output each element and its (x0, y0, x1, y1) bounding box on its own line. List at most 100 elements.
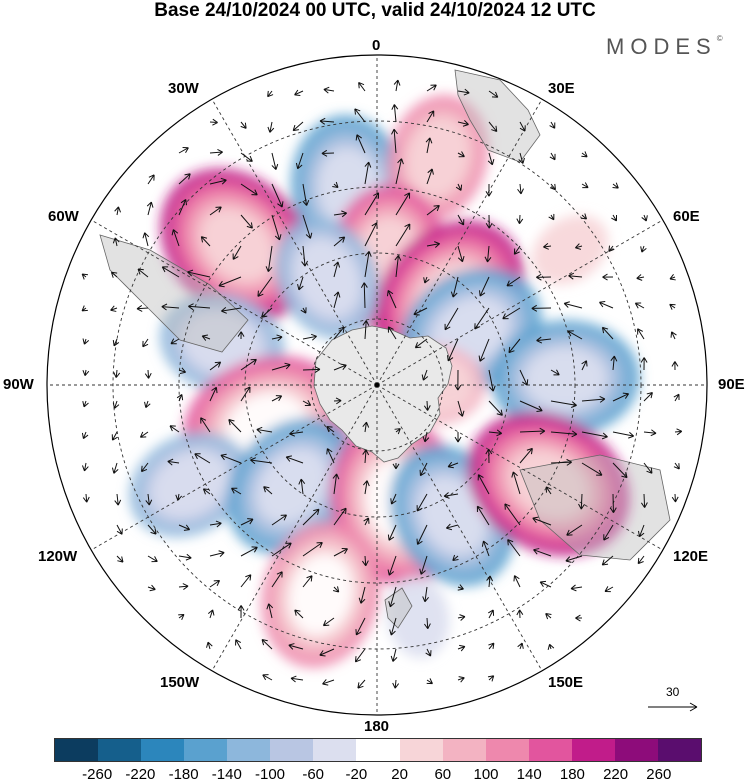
wind-arrow (333, 236, 346, 247)
meridian-line (376, 384, 543, 672)
wind-arrow (326, 426, 335, 433)
wind-arrow (419, 555, 428, 575)
wind-arrow (457, 88, 470, 96)
wind-arrow (206, 641, 213, 650)
wind-arrow (643, 462, 653, 474)
anomaly-contour (181, 311, 263, 376)
wind-arrow (319, 117, 335, 125)
wind-arrow (333, 326, 345, 340)
map-disc (47, 55, 707, 715)
wind-arrow (302, 508, 320, 526)
wind-arrow (364, 192, 380, 216)
lon-label-30w: 30W (168, 80, 199, 97)
wind-arrow (550, 430, 578, 438)
wind-arrow (240, 214, 253, 229)
antarctica-landmass (313, 325, 453, 463)
wind-arrow (289, 429, 304, 437)
wind-arrow (513, 245, 521, 255)
colorbar-tick-label: 220 (603, 766, 629, 783)
lon-label-90w: 90W (3, 376, 34, 393)
wind-arrow (669, 303, 676, 310)
wind-arrow (235, 639, 242, 650)
wind-arrow (178, 199, 188, 216)
anomaly-contour (294, 238, 361, 318)
colorbar-swatch (184, 739, 228, 761)
lon-label-0: 0 (372, 37, 381, 54)
wind-arrow (332, 473, 340, 495)
wind-arrow (170, 338, 180, 345)
wind-arrow (532, 516, 552, 526)
wind-arrow (145, 493, 153, 506)
wind-arrow (357, 679, 366, 689)
wind-arrow (581, 360, 588, 371)
wind-arrow (167, 458, 180, 466)
wind-arrow (266, 603, 274, 619)
wind-arrow (443, 492, 459, 499)
wind-arrow (178, 613, 185, 621)
wind-arrow (563, 301, 583, 309)
wind-arrow (209, 118, 218, 126)
wind-arrow (550, 400, 577, 408)
wind-arrow (488, 609, 495, 619)
wind-arrow (581, 182, 589, 189)
map-border (46, 54, 708, 716)
wind-arrow (395, 223, 411, 247)
wind-arrow (302, 333, 317, 341)
wind-arrow (200, 417, 211, 433)
wind-arrow (362, 421, 370, 433)
colorbar-swatch (313, 739, 357, 761)
anomaly-contour (406, 116, 470, 198)
wind-arrow (146, 201, 154, 216)
wind-arrow (81, 431, 89, 440)
wind-arrow (209, 177, 227, 185)
wind-arrow (457, 120, 469, 127)
wind-arrow (262, 674, 273, 681)
wind-arrow (354, 648, 366, 663)
wind-arrow (536, 273, 552, 281)
wind-arrow (673, 462, 680, 470)
wind-arrow (533, 548, 552, 557)
wind-arrow (302, 400, 312, 407)
wind-arrow (361, 555, 369, 567)
lon-label-90e: 90E (718, 376, 745, 393)
wind-arrow (112, 338, 120, 347)
wind-arrow (545, 486, 552, 495)
wind-arrow (358, 586, 366, 604)
meridian-line (376, 219, 664, 386)
colorbar-tick-label: -20 (345, 766, 368, 783)
wind-arrow (391, 128, 398, 154)
land-masses (99, 69, 671, 629)
wind-arrow (201, 334, 211, 341)
wind-arrow (637, 524, 645, 538)
wind-arrow (601, 326, 614, 340)
meridian-line (90, 384, 378, 551)
wind-arrow (426, 204, 440, 216)
wind-arrow (424, 617, 431, 630)
wind-arrow (358, 81, 366, 92)
wind-arrow (612, 462, 628, 479)
wind-arrow (416, 493, 428, 512)
wind-arrow (111, 462, 119, 474)
wind-arrow (513, 575, 521, 588)
colorbar-tick-label: 100 (473, 766, 499, 783)
wind-arrow (511, 471, 521, 495)
wind-arrow (395, 192, 411, 216)
wind-arrow (457, 644, 466, 652)
wind-arrow (549, 183, 556, 191)
wind-arrow (484, 245, 492, 263)
wind-arrow (612, 431, 635, 439)
wind-arrow (322, 679, 335, 686)
wind-arrow (611, 214, 618, 222)
wind-arrow (425, 648, 432, 657)
wind-arrow (423, 400, 431, 411)
wind-arrow (271, 334, 283, 342)
wind-arrow (640, 245, 647, 253)
wind-arrow (263, 486, 273, 495)
wind-arrow (543, 243, 552, 250)
wind-arrow (518, 152, 525, 164)
wind-arrow (188, 303, 211, 311)
wind-arrow (111, 431, 118, 441)
wind-arrow (271, 542, 292, 557)
anomaly-contour (289, 554, 353, 635)
wind-arrow (479, 276, 490, 297)
